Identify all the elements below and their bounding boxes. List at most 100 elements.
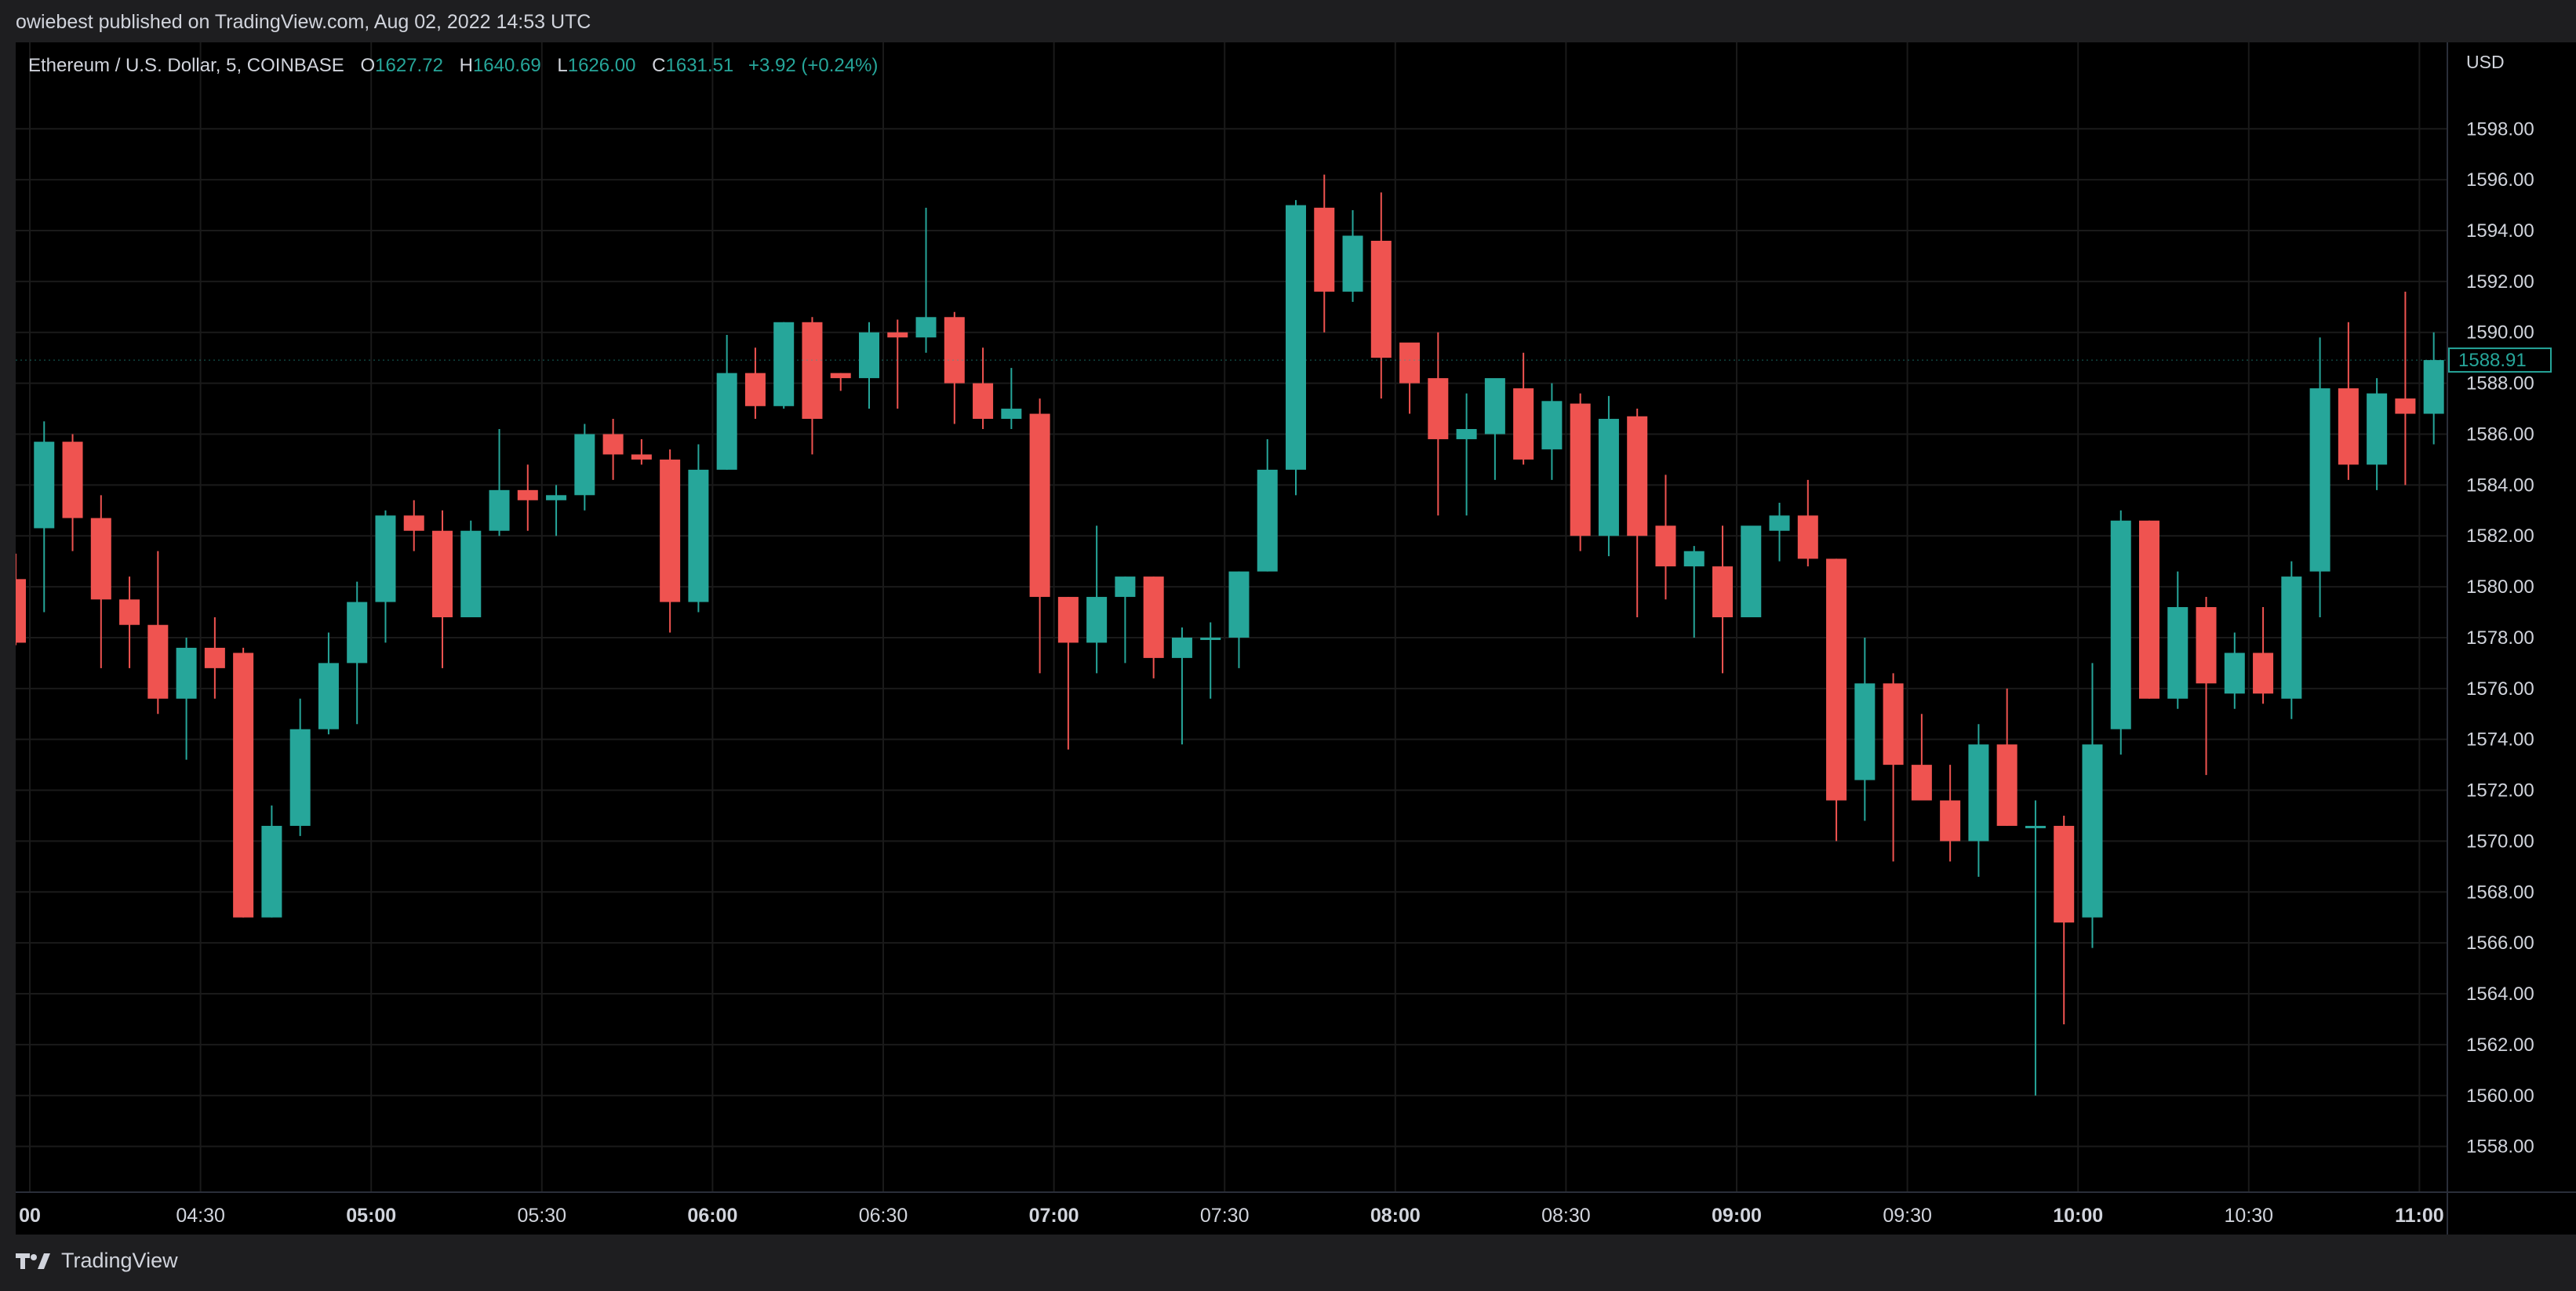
y-tick-label: 1592.00 [2466,271,2534,293]
candle-down [602,434,624,455]
candle-down [1883,683,1904,766]
candle-down [16,579,26,643]
y-tick-label: 1584.00 [2466,475,2534,496]
candle-down [1655,525,1676,567]
candle-up [1286,205,1306,470]
candle-up [2423,360,2444,414]
candle-down [1428,378,1449,439]
candle-down [830,373,851,379]
candle-up [2281,576,2302,699]
candle-down [403,515,424,531]
candle-up [1228,571,1250,638]
candle-up [1741,525,1762,617]
grid-lines [16,42,2447,1192]
y-tick-label: 1596.00 [2466,169,2534,191]
candle-up [2082,744,2103,918]
candle-up [2167,607,2189,699]
y-tick-label: 1594.00 [2466,220,2534,242]
candle-up [1086,597,1108,643]
candle-up [546,495,567,500]
tradingview-footer[interactable]: TradingView [16,1249,178,1273]
last-price-box [2448,347,2552,373]
candle-down [1029,413,1050,598]
candle-down [1513,388,1534,460]
x-tick-label: 09:00 [1712,1205,1762,1227]
candle-down [2054,825,2075,923]
last-price-label: 1588.91 [2458,350,2527,371]
candle-down [2253,653,2274,694]
candle-up [915,317,937,338]
x-tick-label: 09:30 [1883,1205,1932,1227]
open-value: 1627.72 [375,55,443,76]
candle-up [347,602,368,664]
y-tick-label: 1572.00 [2466,780,2534,802]
y-tick-label: 1588.00 [2466,373,2534,395]
candle-up [318,663,339,729]
y-tick-label: 1570.00 [2466,831,2534,852]
candle-down [1712,566,1733,617]
candle-down [1911,765,1932,801]
candle-up [2025,825,2046,828]
y-tick-label: 1560.00 [2466,1086,2534,1107]
candle-up [2110,520,2131,729]
candle-down [147,624,169,699]
y-tick-label: 1566.00 [2466,933,2534,954]
candle-down [1370,240,1392,358]
candle-up [1598,419,1619,536]
candle-down [1996,744,2018,826]
candle-down [2338,388,2359,465]
x-tick-label: 08:00 [1370,1205,1421,1227]
candle-up [716,373,737,470]
candle-up [289,729,311,826]
candle-down [802,322,823,420]
candle-down [2139,520,2159,699]
x-tick-label: 11:00 [2395,1205,2444,1227]
candle-down [1057,597,1079,643]
candle-down [660,459,681,602]
candle-down [1143,576,1164,658]
ohlc-legend: Ethereum / U.S. Dollar, 5, COINBASE O162… [28,55,878,77]
y-tick-label: 1574.00 [2466,729,2534,751]
candle-up [1541,401,1563,449]
y-tick-label: 1576.00 [2466,678,2534,700]
candle-up [1484,378,1505,435]
y-tick-label: 1558.00 [2466,1136,2534,1158]
candle-down [1399,342,1421,384]
candle-up [460,530,482,617]
candle-down [887,332,908,338]
candle-down [1314,207,1335,292]
candlestick-chart[interactable]: 1558.00 1560.00 1562.00 1564.00 1566.00 1568.… [16,42,2576,1235]
candle-down [1797,515,1818,559]
x-tick-label: 04:30 [176,1205,225,1227]
candle-up [2224,653,2245,694]
candle-up [1200,637,1221,640]
candle-down [62,442,83,518]
candle-down [1570,403,1591,536]
high-value: 1640.69 [472,55,541,76]
candle-up [859,332,879,379]
y-tick-label: 1578.00 [2466,627,2534,649]
chart-frame[interactable]: 1558.00 1560.00 1562.00 1564.00 1566.00 1568.… [16,42,2576,1235]
y-tick-label: 1580.00 [2466,576,2534,598]
x-tick-label: 10:30 [2225,1205,2274,1227]
high-label: H [459,55,473,76]
candle-down [2395,398,2416,414]
candle-up [2309,388,2330,572]
x-tick-label: 07:30 [1200,1205,1250,1227]
candle-up [1342,235,1363,292]
y-tick-label: 1586.00 [2466,424,2534,445]
candle-up [773,322,795,406]
candle-down [631,454,652,460]
candle-up [1854,683,1876,780]
candle-down [1627,416,1648,536]
candle-up [1769,515,1790,531]
candle-down [432,530,453,617]
low-label: L [557,55,568,76]
candle-down [1826,558,1847,801]
x-tick-label: 06:00 [687,1205,737,1227]
publish-header: owiebest published on TradingView.com, A… [16,11,591,33]
y-tick-label: 1564.00 [2466,984,2534,1005]
open-label: O [360,55,376,76]
candle-up [1968,744,1989,842]
candle-down [2196,607,2217,684]
